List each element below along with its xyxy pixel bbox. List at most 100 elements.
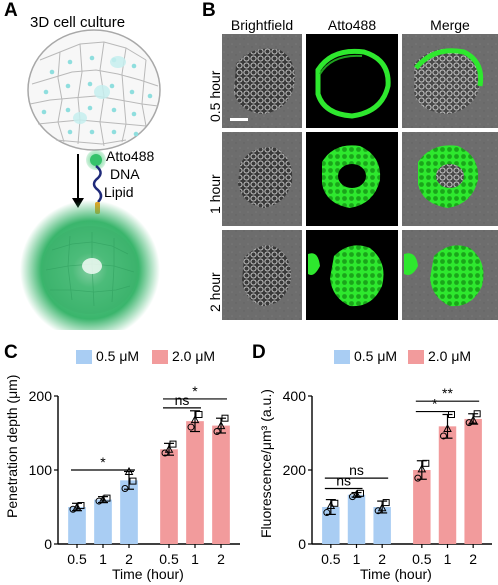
- chart-d-ytick-label: 0: [298, 536, 306, 552]
- chart-c-xlabel: Time (hour): [112, 566, 184, 582]
- chart-c-bar: [160, 449, 178, 544]
- chart-c-point: [121, 485, 129, 492]
- chart-c-bar: [186, 421, 204, 544]
- chart-c-bar: [120, 480, 138, 544]
- chart-d-xlabel: Time (hour): [360, 566, 432, 582]
- chart-c-sig-label: ns: [175, 392, 190, 408]
- chart-d-point: [323, 509, 331, 517]
- chart-d-point: [414, 474, 422, 482]
- chart-d-xtick-label: 2: [378, 551, 386, 566]
- row-label-2-hour: 2 hour: [207, 272, 223, 312]
- chart-c-xtick-label: 0.5: [67, 551, 87, 566]
- lipid-label: Lipid: [104, 184, 134, 200]
- chart-d-bar: [322, 507, 340, 544]
- micrograph-grid: [222, 34, 498, 320]
- chart-d-point: [468, 415, 478, 424]
- legend-d-label-0-5: 0.5 μM: [354, 348, 398, 364]
- chart-d-bar: [373, 507, 391, 544]
- legend-c-label-0-5: 0.5 μM: [96, 348, 140, 364]
- chart-d-bar: [413, 470, 431, 544]
- chart-d-xtick-label: 0.5: [321, 551, 341, 566]
- chart-c-point: [190, 415, 200, 424]
- chart-c-xtick-label: 0.5: [159, 551, 179, 566]
- chart-d-point: [377, 503, 387, 512]
- legend-c-swatch-2-0: [152, 350, 168, 364]
- chart-c-point: [164, 444, 174, 453]
- chart-d-ytick-label: 200: [283, 462, 307, 478]
- chart-d-bar: [347, 494, 366, 544]
- chart-d-point: [422, 459, 430, 467]
- legend-c-swatch-0-5: [76, 350, 92, 364]
- legend-c-label-2-0: 2.0 μM: [172, 348, 216, 364]
- panel-c-label: C: [4, 342, 18, 363]
- chart-d-sig-label: *: [432, 396, 438, 412]
- chart-c-ytick-label: 0: [44, 536, 52, 552]
- legend-d-label-2-0: 2.0 μM: [428, 348, 472, 364]
- chart-c-bar: [212, 425, 230, 544]
- row-label-0-5-hour: 0.5 hour: [207, 70, 223, 122]
- chart-c-point: [221, 414, 229, 422]
- panel-a-title: 3D cell culture: [30, 14, 126, 31]
- chart-d-xtick-label: 1: [444, 551, 452, 566]
- chart-c-point: [129, 477, 137, 485]
- chart-c-xtick-label: 2: [217, 551, 225, 566]
- chart-d-bar: [464, 418, 482, 544]
- chart-c-point: [187, 423, 195, 431]
- chart-c-sig-label: *: [100, 454, 106, 470]
- chart-c-point: [216, 421, 226, 430]
- chart-d-point: [382, 499, 390, 507]
- chart-d-point: [443, 424, 452, 433]
- chart-d-point: [352, 489, 361, 498]
- col-header-brightfield: Brightfield: [230, 17, 294, 33]
- image-row-0-5-hour: [222, 34, 498, 128]
- chart-c-xtick-label: 1: [99, 551, 107, 566]
- chart-d-ytick-label: 400: [283, 388, 307, 404]
- dna-lipid-molecule-icon: [86, 150, 106, 214]
- chart-c-point: [195, 411, 203, 418]
- chart-c-point: [72, 502, 82, 511]
- chart-d-point: [417, 464, 427, 473]
- down-arrow-icon: [72, 154, 84, 208]
- chart-d-point: [440, 432, 447, 440]
- chart-d-sig-label: ns: [349, 462, 364, 478]
- chart-d-bar: [438, 426, 457, 544]
- chart-c-sig-label: *: [192, 383, 198, 399]
- chart-c-ytick-label: 200: [29, 388, 53, 404]
- chart-c-bar: [68, 507, 86, 544]
- chart-d-point: [326, 500, 336, 510]
- chart-c-point: [98, 495, 108, 504]
- panel-d-label: D: [252, 342, 266, 363]
- chart-c-point: [161, 449, 169, 457]
- chart-c-xtick-label: 1: [191, 551, 199, 566]
- atto488-label: Atto488: [106, 148, 155, 164]
- spheroid-cells: [27, 29, 161, 151]
- chart-c-point: [169, 440, 177, 448]
- scale-bar: [230, 118, 248, 121]
- chart-d-sig-label: ns: [336, 473, 351, 489]
- legend-d-swatch-2-0: [408, 350, 424, 364]
- chart-d-point: [473, 410, 481, 418]
- panel-b-label: B: [202, 0, 216, 21]
- chart-c-point: [124, 466, 134, 475]
- chart-d-xtick-label: 2: [469, 551, 477, 566]
- panel-a-illustration: [20, 29, 161, 330]
- chart-d-sig-label: **: [442, 385, 453, 401]
- dna-label: DNA: [110, 166, 140, 182]
- row-label-1-hour: 1 hour: [207, 174, 223, 214]
- chart-d-xtick-label: 1: [353, 551, 361, 566]
- panel-a-label: A: [4, 0, 18, 21]
- glowing-spheroid: [20, 200, 160, 330]
- legend-d-swatch-0-5: [334, 350, 350, 364]
- col-header-atto488: Atto488: [327, 17, 377, 33]
- chart-c-ytick-label: 100: [29, 462, 53, 478]
- chart-d-point: [349, 493, 356, 501]
- chart-c-xtick-label: 2: [125, 551, 133, 566]
- image-row-1-hour: [222, 132, 498, 226]
- image-row-2-hour: [222, 230, 498, 320]
- chart-d-xtick-label: 0.5: [412, 551, 432, 566]
- col-header-merge: Merge: [430, 17, 470, 33]
- chart-c-point: [69, 505, 77, 513]
- chart-c-point: [95, 497, 103, 505]
